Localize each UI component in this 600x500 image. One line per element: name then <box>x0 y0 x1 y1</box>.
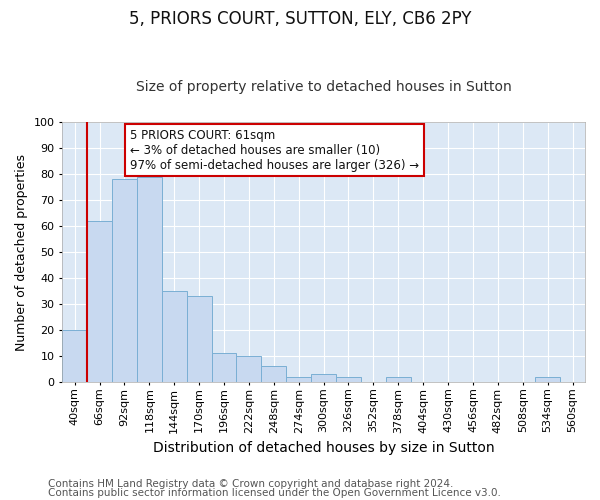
Bar <box>187 296 212 382</box>
Bar <box>212 354 236 382</box>
X-axis label: Distribution of detached houses by size in Sutton: Distribution of detached houses by size … <box>153 441 494 455</box>
Text: Contains HM Land Registry data © Crown copyright and database right 2024.: Contains HM Land Registry data © Crown c… <box>48 479 454 489</box>
Bar <box>62 330 87 382</box>
Bar <box>535 377 560 382</box>
Bar <box>162 291 187 382</box>
Bar <box>236 356 262 382</box>
Text: 5, PRIORS COURT, SUTTON, ELY, CB6 2PY: 5, PRIORS COURT, SUTTON, ELY, CB6 2PY <box>129 10 471 28</box>
Bar <box>286 377 311 382</box>
Bar <box>137 176 162 382</box>
Bar <box>112 179 137 382</box>
Text: Contains public sector information licensed under the Open Government Licence v3: Contains public sector information licen… <box>48 488 501 498</box>
Title: Size of property relative to detached houses in Sutton: Size of property relative to detached ho… <box>136 80 511 94</box>
Bar <box>311 374 336 382</box>
Bar <box>386 377 411 382</box>
Text: 5 PRIORS COURT: 61sqm
← 3% of detached houses are smaller (10)
97% of semi-detac: 5 PRIORS COURT: 61sqm ← 3% of detached h… <box>130 128 419 172</box>
Bar <box>336 377 361 382</box>
Bar <box>262 366 286 382</box>
Y-axis label: Number of detached properties: Number of detached properties <box>15 154 28 350</box>
Bar <box>87 221 112 382</box>
